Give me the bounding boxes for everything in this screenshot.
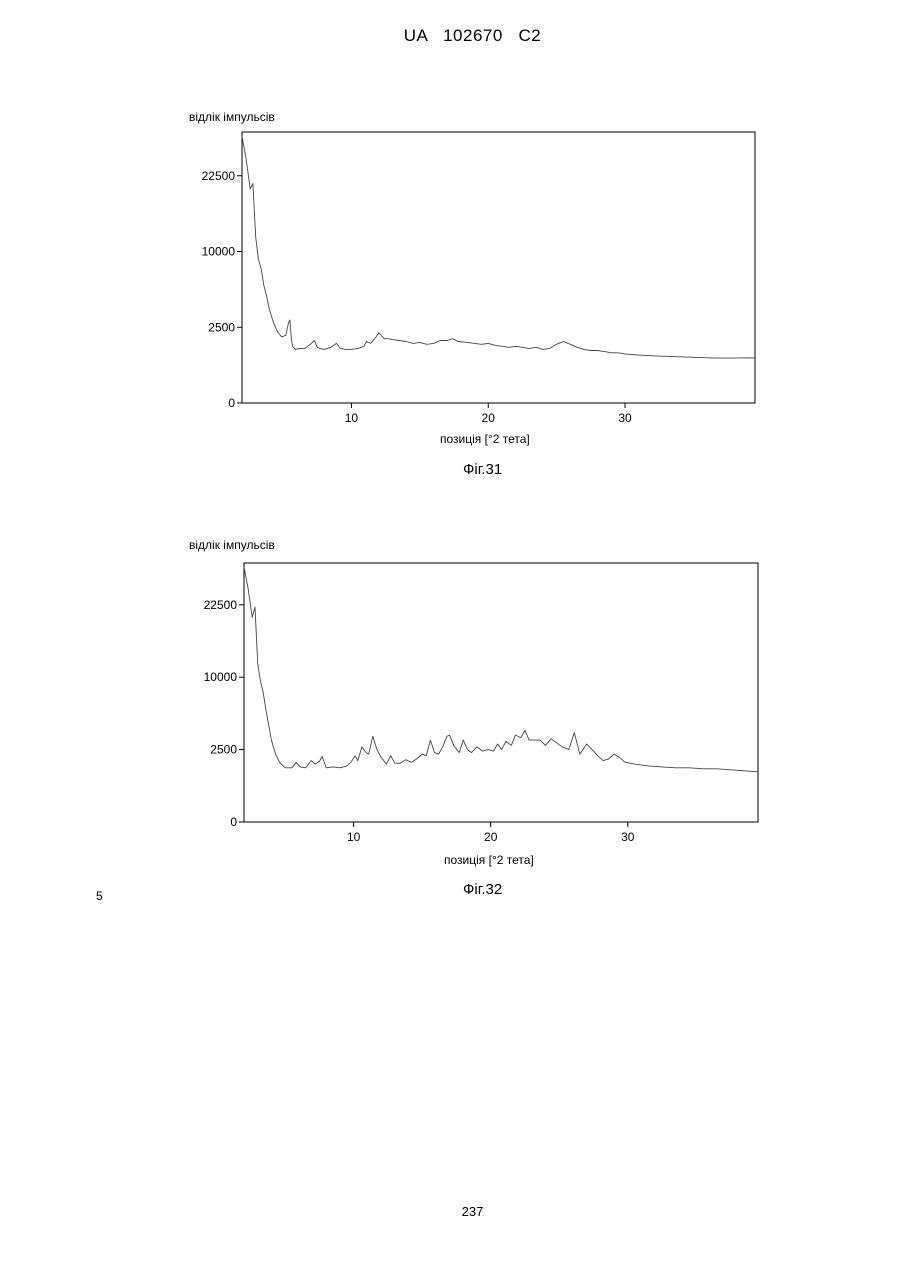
margin-line-number: 5 <box>96 889 103 903</box>
chart2-y-tick-label: 10000 <box>204 670 238 684</box>
chart1-y-tick-label: 2500 <box>208 320 235 334</box>
chart1-figure-caption: Фіг.31 <box>463 461 502 478</box>
chart2-figure-caption: Фіг.32 <box>463 881 502 898</box>
chart1-plot-frame <box>242 132 755 403</box>
chart1-x-tick-label: 10 <box>345 411 359 425</box>
chart2-y-tick-label: 22500 <box>204 598 238 612</box>
chart2-x-axis-label: позиція [°2 тета] <box>444 853 534 867</box>
chart1-x-tick-label: 20 <box>482 411 496 425</box>
chart2-plot-frame <box>244 563 758 822</box>
chart2-x-tick-label: 10 <box>347 830 361 844</box>
chart1-series-line-0 <box>242 136 755 358</box>
page-number: 237 <box>0 1204 901 1219</box>
chart1-y-tick-label: 0 <box>228 396 235 410</box>
chart1-y-tick-label: 10000 <box>202 245 236 259</box>
chart1-plot: 10 20 30 0 2500 10000 22500 <box>0 120 800 430</box>
chart2-y-tick-label: 2500 <box>210 743 237 757</box>
chart2-plot: 10 20 30 0 2500 10000 22500 <box>0 550 800 850</box>
chart2-series-line-0 <box>244 567 758 772</box>
chart1-x-axis-label: позиція [°2 тета] <box>440 432 530 446</box>
chart1-y-tick-label: 22500 <box>202 169 236 183</box>
chart2-x-tick-label: 30 <box>621 830 635 844</box>
chart2-x-tick-label: 20 <box>484 830 498 844</box>
chart2-y-tick-label: 0 <box>230 815 237 829</box>
document-id-header: UA 102670 C2 <box>0 26 901 46</box>
chart1-x-tick-label: 30 <box>618 411 632 425</box>
